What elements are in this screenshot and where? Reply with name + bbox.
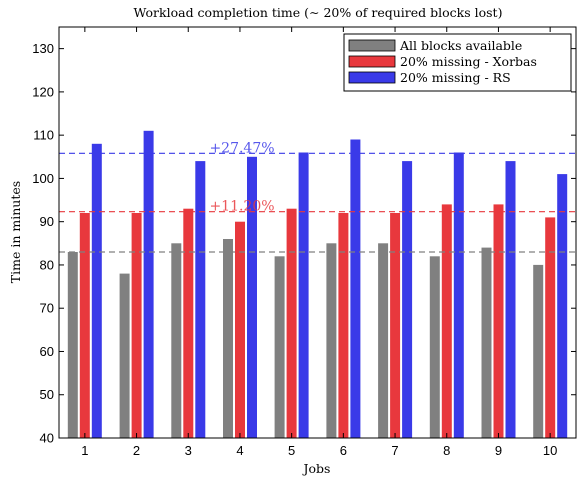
legend-label-2: 20% missing - Xorbas — [400, 54, 537, 69]
bar-1-job-5 — [274, 256, 285, 438]
bar-1-job-1 — [67, 252, 78, 438]
y-tick-label: 70 — [40, 301, 54, 316]
bar-2-job-2 — [131, 213, 142, 438]
legend-swatch-1 — [348, 39, 396, 52]
x-tick-label: 6 — [340, 443, 347, 458]
y-axis-label: Time in minutes — [8, 181, 23, 283]
bar-2-job-8 — [441, 204, 452, 438]
y-tick-label: 100 — [32, 171, 54, 186]
x-tick-label: 1 — [81, 443, 88, 458]
y-tick-label: 40 — [40, 431, 54, 446]
bar-1-job-2 — [119, 273, 130, 438]
bar-1-job-8 — [429, 256, 440, 438]
bar-2-job-1 — [79, 213, 90, 438]
bar-2-job-6 — [338, 213, 349, 438]
plot-frame — [58, 26, 577, 439]
legend-label-1: All blocks available — [399, 38, 522, 53]
y-tick-label: 130 — [32, 41, 54, 56]
bar-1-job-3 — [171, 243, 182, 438]
legend-swatch-3 — [348, 71, 396, 84]
bar-1-job-4 — [223, 239, 233, 438]
bar-3-job-10 — [557, 174, 568, 438]
bar-2-job-10 — [545, 217, 556, 438]
x-tick-label: 5 — [288, 443, 295, 458]
y-axis: 40 50 60 70 80 90 100 110 120 130 — [32, 41, 576, 446]
x-tick-label: 9 — [495, 443, 502, 458]
bar-3-job-6 — [350, 139, 361, 438]
bar-3-job-8 — [453, 152, 464, 438]
x-tick-label: 8 — [443, 443, 450, 458]
bar-3-job-5 — [298, 152, 309, 438]
bar-3-job-7 — [402, 161, 413, 438]
bar-2-job-7 — [390, 213, 401, 438]
y-tick-label: 60 — [40, 344, 54, 359]
bar-2-job-5 — [286, 208, 297, 438]
y-tick-label: 50 — [40, 387, 54, 402]
bar-3-job-9 — [505, 161, 516, 438]
bar-1-job-10 — [533, 264, 544, 438]
reference-label-3: +27.47% — [209, 140, 274, 156]
y-tick-label: 120 — [32, 84, 54, 99]
y-tick-label: 90 — [40, 214, 54, 229]
chart-title: Workload completion time (∼ 20% of requi… — [134, 5, 503, 20]
bar-1-job-7 — [378, 243, 389, 438]
x-tick-label: 3 — [185, 443, 192, 458]
legend-label-3: 20% missing - RS — [400, 70, 511, 85]
bar-2-job-9 — [493, 204, 504, 438]
bars-group — [67, 130, 568, 439]
bar-3-job-4 — [247, 156, 257, 439]
bar-2-job-4 — [235, 221, 245, 438]
bar-3-job-1 — [91, 143, 102, 439]
x-tick-label: 4 — [236, 443, 243, 458]
bar-3-job-3 — [195, 161, 206, 438]
reference-lines-group: +11.20% +27.47% — [59, 140, 576, 253]
bar-3-job-2 — [143, 130, 154, 439]
bar-1-job-6 — [326, 243, 337, 438]
x-axis-label: Jobs — [302, 461, 331, 476]
y-tick-label: 80 — [40, 257, 54, 272]
y-tick-label: 110 — [33, 128, 54, 143]
x-tick-label: 2 — [133, 443, 140, 458]
x-tick-label: 7 — [391, 443, 398, 458]
x-axis: 1 2 3 4 5 6 7 8 9 10 — [81, 27, 557, 458]
x-tick-label: 10 — [543, 443, 557, 458]
bar-1-job-9 — [481, 247, 492, 438]
legend-swatch-2 — [348, 55, 396, 68]
bar-2-job-3 — [183, 208, 194, 438]
reference-label-2: +11.20% — [209, 199, 274, 215]
